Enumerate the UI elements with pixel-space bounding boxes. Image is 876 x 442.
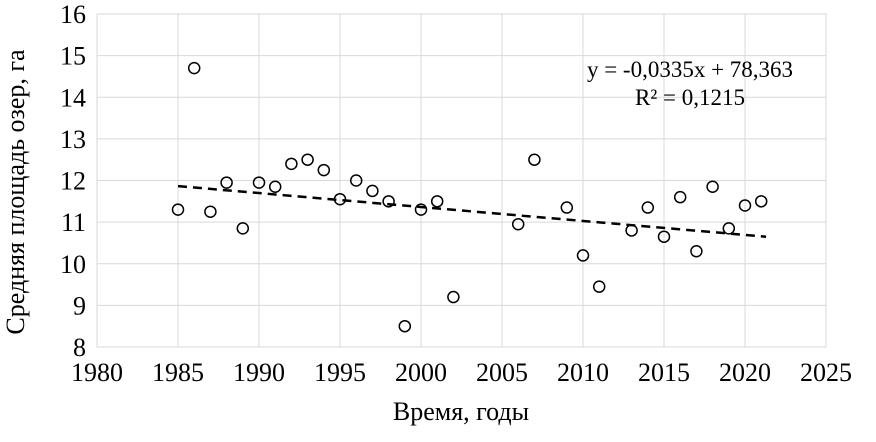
y-tick-label: 14 (60, 83, 86, 112)
data-point (204, 205, 217, 218)
data-point (690, 245, 703, 258)
data-point (252, 176, 266, 189)
data-point (398, 319, 412, 333)
x-tick-label: 1995 (314, 358, 366, 387)
r-squared-label: R² = 0,1215 (635, 85, 745, 110)
data-point (236, 222, 250, 235)
data-point (187, 61, 201, 75)
data-point (447, 290, 460, 304)
y-axis-tick-labels: 8 9 10 11 12 13 14 15 16 (60, 0, 86, 362)
x-axis-title: Время, годы (393, 397, 529, 426)
y-tick-label: 9 (73, 291, 86, 320)
x-tick-label: 1980 (71, 358, 123, 387)
data-points (171, 61, 768, 333)
y-tick-label: 11 (61, 208, 86, 237)
data-point (560, 201, 574, 214)
x-tick-label: 2025 (800, 358, 852, 387)
y-tick-label: 16 (60, 0, 86, 29)
data-point (625, 224, 638, 237)
y-tick-label: 12 (60, 167, 86, 196)
data-point (285, 157, 298, 171)
x-axis-tick-labels: 1980 1985 1990 1995 2000 2005 2010 2015 2020 2025 (71, 358, 852, 387)
data-point (722, 222, 736, 235)
x-tick-label: 2010 (557, 358, 609, 387)
data-point (592, 280, 606, 293)
x-tick-label: 1985 (152, 358, 204, 387)
data-point (171, 203, 185, 216)
data-point (706, 180, 719, 193)
data-point (657, 230, 671, 243)
y-tick-label: 13 (60, 125, 86, 154)
data-point (430, 195, 444, 208)
trendline (177, 184, 767, 238)
trendline-equation-label: y = -0,0335x + 78,363 (587, 57, 793, 82)
data-point (349, 174, 363, 187)
data-point (528, 153, 541, 166)
x-tick-label: 2000 (395, 358, 447, 387)
data-point (366, 184, 379, 198)
data-point (576, 249, 590, 262)
data-point (220, 176, 233, 189)
data-point (754, 195, 768, 208)
y-axis-title: Средняя площадь озер, га (1, 49, 30, 335)
data-point (268, 180, 282, 193)
data-point (738, 199, 752, 212)
data-point (673, 190, 687, 204)
data-point (382, 195, 395, 208)
data-point (641, 201, 655, 214)
data-point (511, 217, 525, 231)
x-tick-label: 2005 (476, 358, 528, 387)
data-point (333, 192, 347, 206)
data-point (414, 203, 428, 216)
data-point (317, 163, 331, 177)
x-tick-label: 2015 (638, 358, 690, 387)
y-tick-label: 8 (73, 333, 86, 362)
x-tick-label: 2020 (719, 358, 771, 387)
y-tick-label: 15 (60, 42, 86, 71)
y-tick-label: 10 (60, 250, 86, 279)
data-point (301, 153, 314, 166)
x-tick-label: 1990 (233, 358, 285, 387)
plot-border (96, 13, 827, 348)
